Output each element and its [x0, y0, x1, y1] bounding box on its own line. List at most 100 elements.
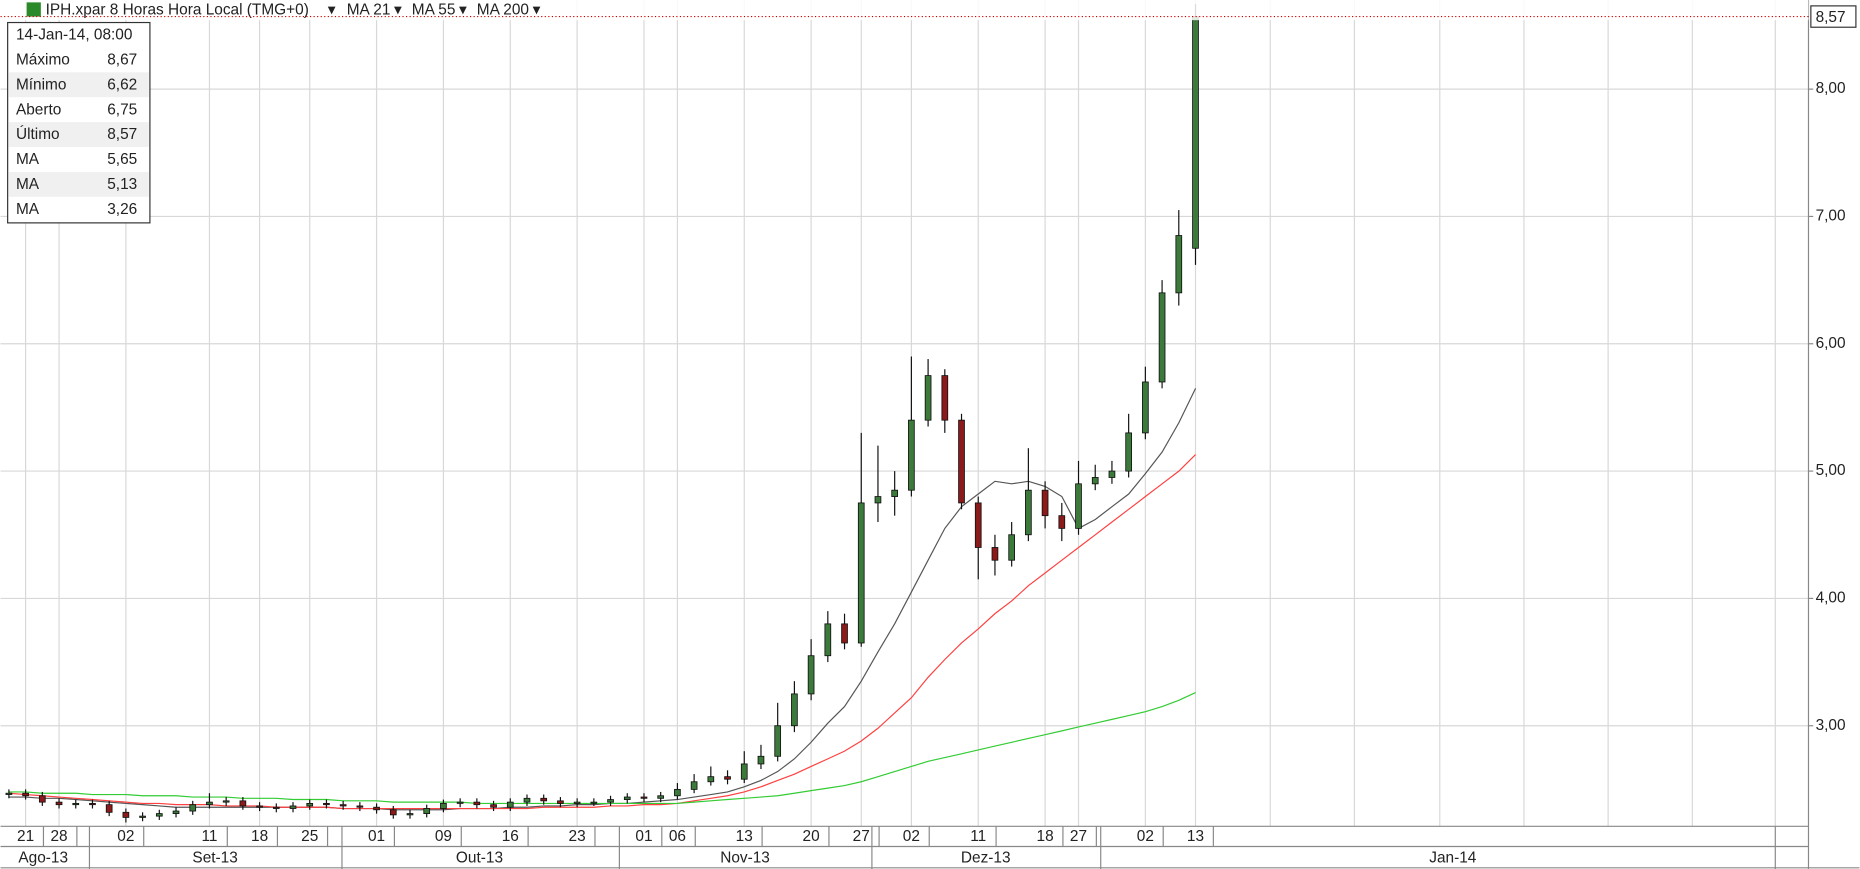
- x-tick-label: 20: [803, 828, 820, 845]
- y-tick-label: 5,00: [1816, 462, 1846, 479]
- x-tick-label: 23: [569, 828, 586, 845]
- candle-body: [908, 419, 915, 491]
- panel-label: MA: [16, 201, 40, 218]
- legend-entry[interactable]: MA 200: [477, 2, 529, 19]
- candle-body: [1192, 16, 1199, 249]
- candle-body: [306, 802, 314, 807]
- panel-label: Aberto: [16, 101, 61, 118]
- panel-value: 5,65: [107, 151, 137, 168]
- x-tick-label: 11: [201, 828, 217, 845]
- y-tick-label: 8,00: [1816, 80, 1846, 97]
- candle-body: [206, 801, 213, 806]
- candle-body: [105, 804, 113, 813]
- x-tick-label: 25: [301, 828, 318, 845]
- legend-entry[interactable]: MA 55: [412, 2, 456, 19]
- toolbar: IPH.xpar 8 Horas Hora Local (TMG+0) ▾ MA…: [0, 0, 1809, 21]
- candle-body: [22, 792, 29, 797]
- candle-body: [991, 547, 999, 561]
- candle-body: [640, 796, 648, 799]
- candle-body: [506, 801, 514, 808]
- candle-body: [440, 802, 447, 809]
- candle-body: [406, 813, 414, 816]
- candle-body: [1075, 483, 1082, 529]
- last-price-label: 8,57: [1816, 9, 1846, 26]
- candle-body: [607, 799, 614, 803]
- candle-body: [1041, 489, 1049, 517]
- panel-value: 8,57: [107, 126, 137, 143]
- candle-body: [824, 623, 832, 657]
- candle-body: [774, 725, 782, 757]
- candle-body: [373, 806, 380, 811]
- x-tick-label: 01: [368, 828, 385, 845]
- candle-body: [523, 797, 531, 803]
- y-tick-label: 7,00: [1816, 208, 1846, 225]
- candle-body: [473, 801, 481, 806]
- x-tick-label: 01: [635, 828, 652, 845]
- chart-title[interactable]: IPH.xpar 8 Horas Hora Local (TMG+0): [46, 2, 309, 19]
- month-label: Jan-14: [1429, 849, 1477, 866]
- x-tick-label: 21: [17, 828, 34, 845]
- x-tick-label: 06: [669, 828, 686, 845]
- x-tick-label: 02: [903, 828, 920, 845]
- month-label: Set-13: [192, 849, 237, 866]
- candle-body: [38, 795, 46, 803]
- candle-body: [122, 811, 130, 818]
- candle-body: [573, 801, 581, 804]
- candle-body: [272, 806, 280, 809]
- grid: [0, 0, 1809, 827]
- x-tick-label: 11: [970, 828, 986, 845]
- panel-value: 3,26: [107, 201, 137, 218]
- x-tick-label: 13: [736, 828, 753, 845]
- candle-body: [807, 655, 815, 695]
- legend-entry[interactable]: MA 21: [347, 2, 391, 19]
- candle-body: [757, 755, 765, 765]
- panel-row-bg: [8, 72, 149, 98]
- panel-date: 14-Jan-14, 08:00: [16, 27, 133, 44]
- info-panel: 14-Jan-14, 08:00 Máximo 8,67 Mínimo 6,62 Abe…: [7, 21, 151, 224]
- dropdown-arrow: ▾: [459, 2, 467, 19]
- toolbar-bg: [0, 0, 1809, 21]
- candle-body: [1025, 489, 1032, 536]
- x-tick-label: 27: [853, 828, 870, 845]
- x-tick-label: 13: [1187, 828, 1204, 845]
- candle-body: [740, 763, 748, 780]
- candle-body: [189, 804, 197, 812]
- y-tick-label: 6,00: [1816, 335, 1846, 352]
- y-tick-label: 3,00: [1816, 717, 1846, 734]
- panel-label: MA: [16, 151, 40, 168]
- dropdown-arrow: ▾: [533, 2, 541, 19]
- candle-body: [590, 801, 598, 804]
- candle-body: [690, 781, 698, 790]
- candle-body: [339, 804, 347, 807]
- candle-body: [155, 813, 163, 817]
- panel-label: Último: [16, 126, 60, 143]
- candle-body: [1091, 477, 1099, 485]
- candle-body: [1142, 381, 1149, 434]
- x-tick-label: 18: [1037, 828, 1054, 845]
- month-label: Out-13: [456, 849, 503, 866]
- symbol-icon[interactable]: [26, 2, 41, 17]
- candle-body: [557, 800, 564, 804]
- dropdown-arrow[interactable]: ▾: [328, 2, 336, 19]
- candle-body: [72, 802, 80, 806]
- candle-body: [1108, 470, 1116, 478]
- candle-body: [239, 800, 247, 807]
- panel-value: 6,75: [107, 101, 137, 118]
- candle-body: [891, 489, 899, 497]
- candle-body: [356, 805, 364, 808]
- x-tick-label: 27: [1070, 828, 1087, 845]
- candle-body: [974, 502, 982, 548]
- month-label: Nov-13: [720, 849, 770, 866]
- candle-body: [958, 419, 965, 504]
- x-axis: Ago-13 Set-13 Out-13 Nov-13 Dez-13 Jan-1…: [17, 826, 1776, 869]
- y-tick-label: 4,00: [1816, 589, 1846, 606]
- candle-body: [289, 805, 297, 809]
- panel-label: MA: [16, 176, 40, 193]
- panel-value: 6,62: [107, 76, 137, 93]
- panel-label: Máximo: [16, 52, 70, 69]
- candle-body: [857, 502, 865, 644]
- x-tick-label: 18: [251, 828, 268, 845]
- candle-body: [89, 802, 96, 806]
